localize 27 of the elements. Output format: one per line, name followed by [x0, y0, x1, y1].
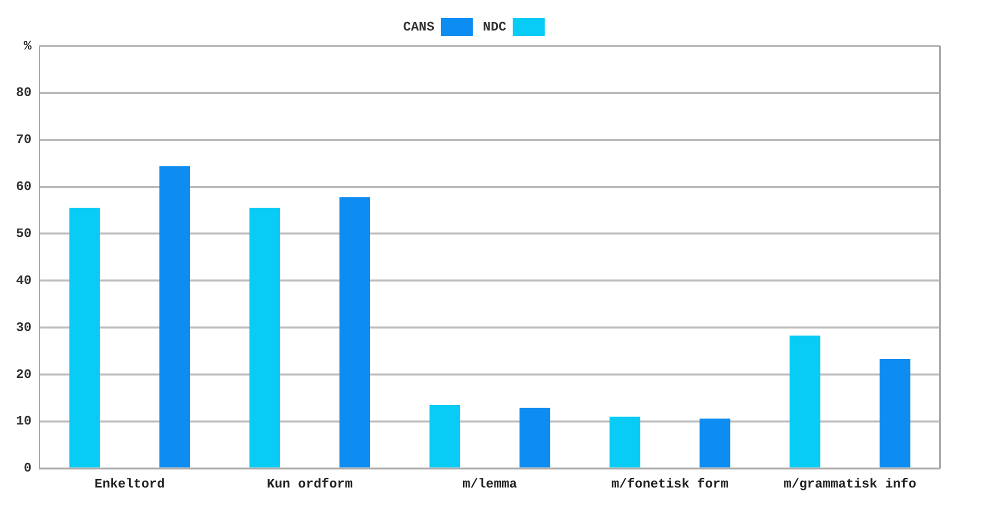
bar — [69, 208, 100, 468]
x-tick-label: Enkeltord — [94, 476, 165, 492]
bar — [429, 405, 460, 468]
bar — [790, 336, 820, 468]
y-tick-label: 40 — [16, 272, 32, 288]
legend-label: CANS — [403, 19, 435, 34]
bar — [249, 208, 280, 468]
y-tick-label: 80 — [16, 85, 32, 100]
y-tick-label: 20 — [16, 366, 32, 382]
y-tick-label: 70 — [16, 132, 32, 148]
y-tick-label: 30 — [16, 320, 32, 335]
y-tick-label: 10 — [16, 414, 32, 429]
y-tick-label: 50 — [16, 226, 32, 242]
y-tick-label: % — [24, 38, 32, 54]
legend-label: NDC — [482, 19, 506, 34]
y-tick-label: 0 — [24, 460, 32, 476]
bar — [880, 359, 910, 468]
x-tick-label: Kun ordform — [266, 476, 353, 492]
bar — [159, 166, 190, 468]
y-tick-label: 60 — [16, 179, 32, 194]
bar — [339, 197, 370, 468]
bar — [520, 408, 550, 468]
bar — [700, 418, 730, 468]
x-tick-label: m/fonetisk form — [611, 476, 729, 492]
bar — [610, 416, 640, 468]
x-tick-label: m/grammatisk info — [784, 476, 916, 492]
x-tick-label: m/lemma — [462, 476, 518, 492]
